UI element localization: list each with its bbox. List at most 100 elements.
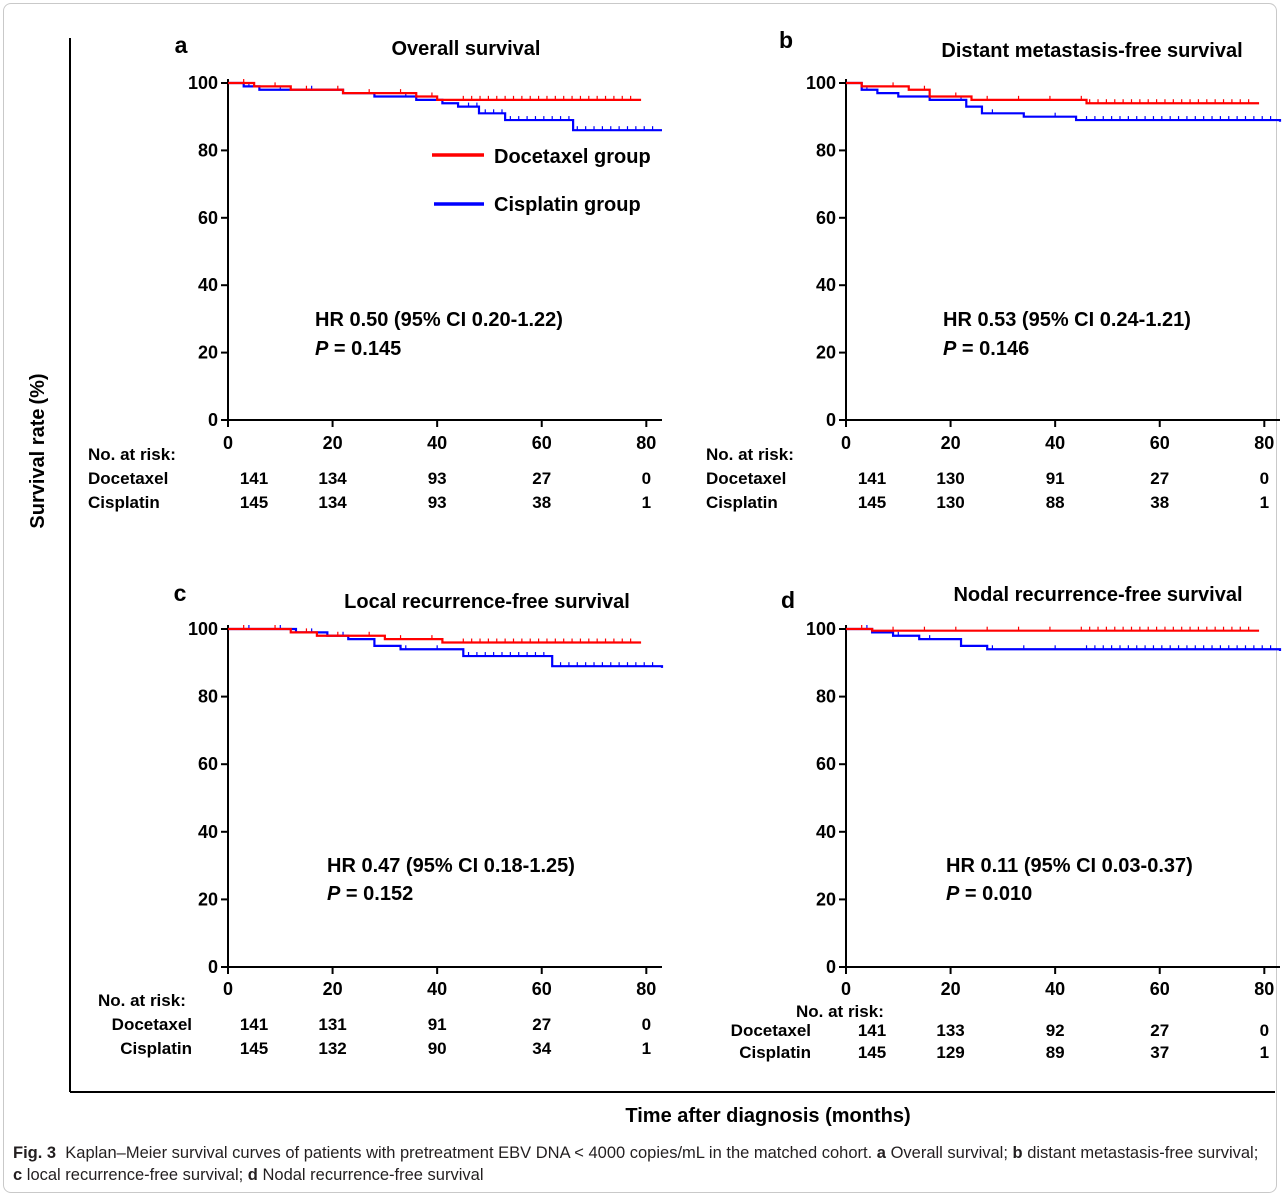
risk-value-c-1-1: 132 <box>318 1039 346 1058</box>
y-tick-label-c-60: 60 <box>198 754 218 774</box>
risk-value-d-0-4: 0 <box>1260 1021 1269 1040</box>
panel-letter-c: c <box>174 580 187 606</box>
panel-title-a: Overall survival <box>392 38 541 60</box>
risk-value-a-0-2: 93 <box>428 469 447 488</box>
p-symbol: P <box>946 883 960 905</box>
risk-value-d-1-2: 89 <box>1046 1043 1065 1062</box>
x-axis-label: Time after diagnosis (months) <box>625 1105 910 1127</box>
km-curve-c-cisplatin <box>228 627 664 668</box>
caption-part-d: Nodal recurrence-free survival <box>262 1166 484 1184</box>
legend-docetaxel-label: Docetaxel group <box>494 146 651 168</box>
y-tick-label-b-40: 40 <box>816 275 836 295</box>
risk-value-c-1-0: 145 <box>240 1039 268 1058</box>
risk-value-a-1-2: 93 <box>428 493 447 512</box>
risk-row-label-c-0: Docetaxel <box>112 1015 192 1034</box>
y-tick-label-a-60: 60 <box>198 208 218 228</box>
km-curve-b-cisplatin <box>846 81 1282 122</box>
y-tick-label-b-80: 80 <box>816 140 836 160</box>
figure-frame <box>3 3 1277 1193</box>
x-tick-label-d-20: 20 <box>941 979 961 999</box>
risk-value-a-1-3: 38 <box>532 493 551 512</box>
x-tick-label-d-80: 80 <box>1254 979 1274 999</box>
panel-title-c: Local recurrence-free survival <box>344 591 630 613</box>
risk-value-d-1-3: 37 <box>1150 1043 1169 1062</box>
risk-value-d-0-0: 141 <box>858 1021 886 1040</box>
risk-value-c-0-4: 0 <box>642 1015 651 1034</box>
y-tick-label-b-0: 0 <box>826 410 836 430</box>
risk-row-label-b-1: Cisplatin <box>706 493 778 512</box>
risk-row-label-d-1: Cisplatin <box>739 1043 811 1062</box>
y-tick-label-a-80: 80 <box>198 140 218 160</box>
x-tick-label-c-60: 60 <box>532 979 552 999</box>
x-tick-label-c-20: 20 <box>323 979 343 999</box>
risk-table-label-b: No. at risk: <box>706 445 794 464</box>
y-tick-label-c-40: 40 <box>198 822 218 842</box>
x-tick-label-a-0: 0 <box>223 433 233 453</box>
risk-value-b-1-4: 1 <box>1260 493 1269 512</box>
y-tick-label-d-100: 100 <box>806 619 836 639</box>
p-symbol: P <box>315 338 329 360</box>
risk-value-d-0-1: 133 <box>936 1021 964 1040</box>
x-tick-label-a-20: 20 <box>323 433 343 453</box>
panel-a: a Overall survival 0 20 40 60 80 100 0 20 40 60 80 HR… <box>88 32 662 512</box>
y-tick-label-b-20: 20 <box>816 343 836 363</box>
km-curve-a-cisplatin <box>228 81 662 132</box>
risk-value-b-0-4: 0 <box>1260 469 1269 488</box>
risk-table-label-a: No. at risk: <box>88 445 176 464</box>
y-tick-label-b-100: 100 <box>806 73 836 93</box>
y-tick-label-a-20: 20 <box>198 343 218 363</box>
figure-caption: Fig. 3 Kaplan–Meier survival curves of p… <box>13 1142 1268 1186</box>
y-tick-label-c-0: 0 <box>208 957 218 977</box>
panel-c: c Local recurrence-free survival 0 20 40 60 80… <box>98 580 664 1058</box>
x-tick-label-a-60: 60 <box>532 433 552 453</box>
risk-value-c-0-1: 131 <box>318 1015 346 1034</box>
risk-value-c-1-2: 90 <box>428 1039 447 1058</box>
caption-main-text: Kaplan–Meier survival curves of patients… <box>65 1144 873 1162</box>
y-tick-label-c-20: 20 <box>198 889 218 909</box>
p-value-text: = 0.152 <box>340 883 413 905</box>
y-tick-label-d-60: 60 <box>816 754 836 774</box>
p-symbol: P <box>943 338 957 360</box>
y-tick-label-c-80: 80 <box>198 687 218 707</box>
y-tick-label-a-40: 40 <box>198 275 218 295</box>
risk-value-c-0-2: 91 <box>428 1015 447 1034</box>
panel-letter-a: a <box>175 32 188 58</box>
x-tick-label-c-40: 40 <box>427 979 447 999</box>
caption-fig-label: Fig. 3 <box>13 1144 57 1162</box>
risk-value-d-0-3: 27 <box>1150 1021 1169 1040</box>
p-value-d: P = 0.010 <box>946 883 1032 905</box>
y-tick-label-a-0: 0 <box>208 410 218 430</box>
risk-value-b-0-3: 27 <box>1150 469 1169 488</box>
risk-value-b-0-1: 130 <box>936 469 964 488</box>
risk-row-label-a-0: Docetaxel <box>88 469 168 488</box>
risk-value-b-1-0: 145 <box>858 493 886 512</box>
risk-value-d-1-4: 1 <box>1260 1043 1269 1062</box>
risk-value-a-1-4: 1 <box>642 493 651 512</box>
risk-value-c-1-3: 34 <box>532 1039 551 1058</box>
km-curve-d-docetaxel <box>846 627 1260 632</box>
risk-value-d-0-2: 92 <box>1046 1021 1065 1040</box>
caption-part-b: distant metastasis-free survival; <box>1027 1144 1259 1162</box>
caption-letter-c: c <box>13 1166 23 1184</box>
y-tick-label-d-0: 0 <box>826 957 836 977</box>
panel-title-b: Distant metastasis-free survival <box>941 40 1242 62</box>
p-value-c: P = 0.152 <box>327 883 413 905</box>
panel-letter-b: b <box>779 27 793 53</box>
risk-table-label-c: No. at risk: <box>98 991 186 1010</box>
risk-row-label-b-0: Docetaxel <box>706 469 786 488</box>
hr-text-c: HR 0.47 (95% CI 0.18-1.25) <box>327 855 575 877</box>
risk-value-b-1-1: 130 <box>936 493 964 512</box>
risk-table-label-d: No. at risk: <box>796 1002 884 1021</box>
x-tick-label-d-0: 0 <box>841 979 851 999</box>
legend-cisplatin-label: Cisplatin group <box>494 194 641 216</box>
caption-letter-d: d <box>247 1166 258 1184</box>
risk-value-a-1-1: 134 <box>318 493 347 512</box>
risk-value-d-1-1: 129 <box>936 1043 964 1062</box>
hr-text-d: HR 0.11 (95% CI 0.03-0.37) <box>946 855 1193 877</box>
risk-row-label-d-0: Docetaxel <box>731 1021 811 1040</box>
risk-value-c-0-3: 27 <box>532 1015 551 1034</box>
risk-value-a-0-3: 27 <box>532 469 551 488</box>
x-tick-label-b-80: 80 <box>1254 433 1274 453</box>
risk-value-a-0-1: 134 <box>318 469 347 488</box>
